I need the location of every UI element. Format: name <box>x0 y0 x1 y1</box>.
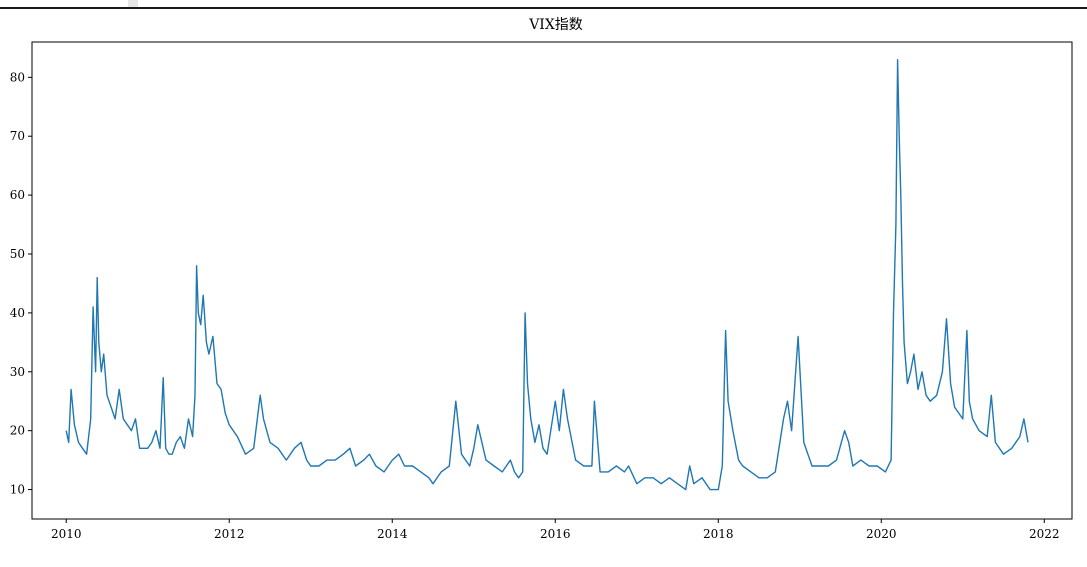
chart-title: VIX指数 <box>528 17 583 33</box>
x-tick-label: 2018 <box>703 527 734 541</box>
y-tick-label: 40 <box>10 306 25 320</box>
x-tick-label: 2010 <box>51 527 82 541</box>
x-tick-label: 2014 <box>377 527 408 541</box>
y-tick-label: 60 <box>10 188 25 202</box>
y-tick-label: 10 <box>10 483 25 497</box>
x-tick-label: 2016 <box>540 527 571 541</box>
top-border <box>0 7 1087 9</box>
corner-artifact <box>128 0 138 7</box>
y-tick-label: 80 <box>10 70 25 84</box>
x-tick-label: 2022 <box>1029 527 1060 541</box>
y-tick-label: 20 <box>10 424 25 438</box>
x-tick-label: 2012 <box>214 527 245 541</box>
x-axis-ticks: 2010 2012 2014 2016 2018 2020 2022 <box>51 519 1060 541</box>
y-tick-label: 70 <box>10 129 25 143</box>
y-tick-label: 50 <box>10 247 25 261</box>
x-tick-label: 2020 <box>866 527 897 541</box>
plot-frame <box>31 41 1073 520</box>
y-tick-label: 30 <box>10 365 25 379</box>
vix-series-line <box>65 59 1029 491</box>
y-axis-ticks: 10 20 30 40 50 60 70 80 <box>10 70 32 497</box>
